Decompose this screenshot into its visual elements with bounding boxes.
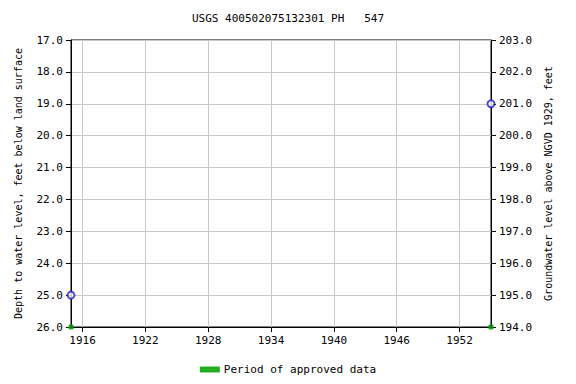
svg-text:1940: 1940	[321, 334, 348, 347]
svg-text:18.0: 18.0	[37, 65, 64, 78]
svg-text:203.0: 203.0	[499, 34, 532, 47]
svg-text:1946: 1946	[383, 334, 410, 347]
svg-text:20.0: 20.0	[37, 129, 64, 142]
svg-text:196.0: 196.0	[499, 257, 532, 270]
svg-text:197.0: 197.0	[499, 225, 532, 238]
svg-text:1916: 1916	[69, 334, 96, 347]
svg-text:195.0: 195.0	[499, 289, 532, 302]
svg-text:200.0: 200.0	[499, 129, 532, 142]
svg-text:USGS 400502075132301 PH 547: USGS 400502075132301 PH 547	[192, 12, 384, 25]
svg-text:1922: 1922	[132, 334, 159, 347]
svg-text:194.0: 194.0	[499, 321, 532, 334]
svg-text:23.0: 23.0	[37, 225, 64, 238]
svg-text:Depth to water level, feet bel: Depth to water level, feet below land su…	[13, 48, 24, 319]
svg-text:25.0: 25.0	[37, 289, 64, 302]
svg-text:1934: 1934	[258, 334, 285, 347]
svg-text:1952: 1952	[446, 334, 473, 347]
svg-text:21.0: 21.0	[37, 161, 64, 174]
svg-text:24.0: 24.0	[37, 257, 64, 270]
svg-text:1928: 1928	[195, 334, 222, 347]
svg-text:19.0: 19.0	[37, 97, 64, 110]
svg-text:Period of approved data: Period of approved data	[224, 363, 376, 376]
svg-text:202.0: 202.0	[499, 65, 532, 78]
svg-text:17.0: 17.0	[37, 34, 64, 47]
svg-text:198.0: 198.0	[499, 193, 532, 206]
svg-text:22.0: 22.0	[37, 193, 64, 206]
svg-text:26.0: 26.0	[37, 321, 64, 334]
svg-text:199.0: 199.0	[499, 161, 532, 174]
svg-text:Groundwater level above NGVD 1: Groundwater level above NGVD 1929, feet	[543, 66, 554, 301]
svg-text:201.0: 201.0	[499, 97, 532, 110]
